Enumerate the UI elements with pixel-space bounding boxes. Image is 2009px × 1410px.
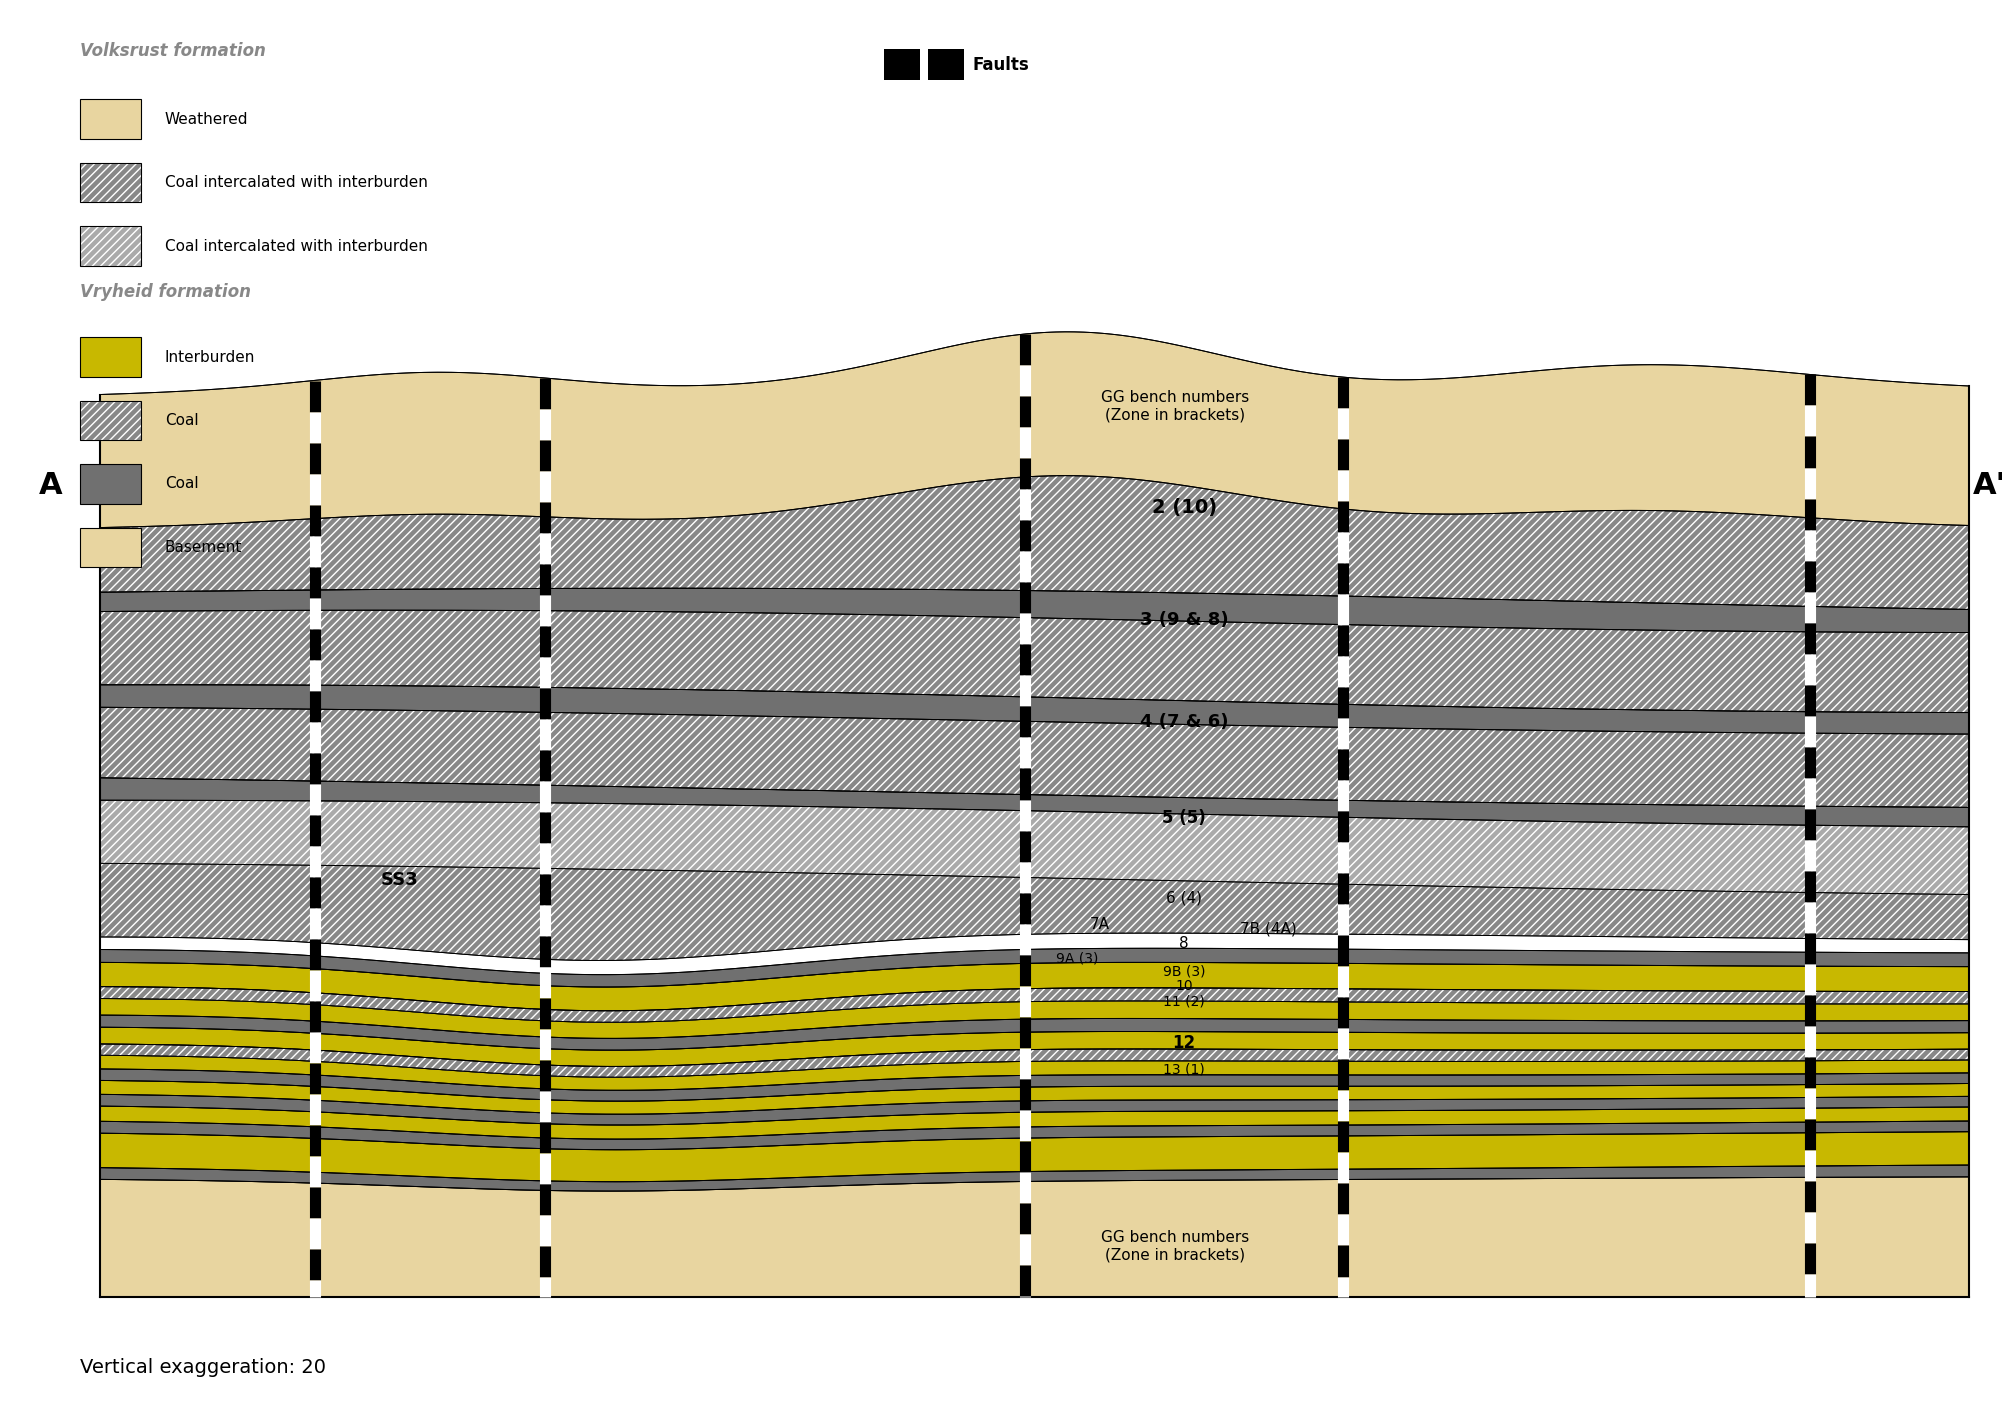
Polygon shape: [100, 963, 1969, 1011]
Text: 3 (9 & 8): 3 (9 & 8): [1139, 612, 1227, 629]
Text: 7B (4A): 7B (4A): [1240, 922, 1296, 938]
Text: Vertical exaggeration: 20: Vertical exaggeration: 20: [80, 1358, 325, 1378]
Polygon shape: [100, 949, 1969, 987]
Text: 9A (3): 9A (3): [1057, 952, 1099, 966]
Text: GG bench numbers
(Zone in brackets): GG bench numbers (Zone in brackets): [1101, 1231, 1250, 1262]
Text: 6 (4): 6 (4): [1165, 890, 1201, 905]
Polygon shape: [100, 685, 1969, 735]
Bar: [80, 99, 141, 138]
Text: Vryheid formation: Vryheid formation: [80, 283, 251, 302]
Text: A: A: [38, 471, 62, 499]
Bar: [80, 226, 141, 265]
Text: SS3: SS3: [380, 871, 418, 888]
Bar: [80, 400, 141, 440]
Polygon shape: [100, 1105, 1969, 1139]
Bar: [80, 337, 141, 376]
Text: Coal: Coal: [165, 477, 199, 492]
Polygon shape: [100, 863, 1969, 960]
Polygon shape: [100, 998, 1969, 1038]
Polygon shape: [100, 1015, 1969, 1050]
Bar: [80, 226, 141, 265]
Text: 9B (3): 9B (3): [1163, 964, 1205, 979]
Polygon shape: [100, 1055, 1969, 1090]
Text: A': A': [1973, 471, 2005, 499]
Text: Interburden: Interburden: [165, 350, 255, 365]
Polygon shape: [100, 331, 1969, 527]
Text: Coal intercalated with interburden: Coal intercalated with interburden: [165, 238, 428, 254]
Polygon shape: [100, 1177, 1969, 1297]
Text: Weathered: Weathered: [165, 111, 249, 127]
Bar: [80, 162, 141, 202]
Polygon shape: [100, 708, 1969, 808]
Polygon shape: [100, 1028, 1969, 1066]
Text: 2 (10): 2 (10): [1151, 498, 1217, 517]
Polygon shape: [100, 1132, 1969, 1182]
Text: 8: 8: [1179, 935, 1189, 950]
Text: 11 (2): 11 (2): [1163, 994, 1205, 1008]
Text: Coal intercalated with interburden: Coal intercalated with interburden: [165, 175, 428, 190]
Bar: [928, 49, 964, 80]
Polygon shape: [100, 1165, 1969, 1191]
Text: Volksrust formation: Volksrust formation: [80, 42, 267, 61]
Text: 13 (1): 13 (1): [1163, 1062, 1205, 1076]
Polygon shape: [100, 588, 1969, 633]
Text: Basement: Basement: [165, 540, 243, 556]
Text: Coal: Coal: [165, 413, 199, 429]
Polygon shape: [100, 1080, 1969, 1114]
Bar: [80, 162, 141, 202]
Polygon shape: [100, 1069, 1969, 1101]
Text: Faults: Faults: [972, 56, 1029, 73]
Polygon shape: [100, 778, 1969, 826]
Polygon shape: [100, 611, 1969, 712]
Polygon shape: [100, 801, 1969, 894]
Text: 5 (5): 5 (5): [1163, 809, 1205, 826]
Polygon shape: [100, 1043, 1969, 1077]
Bar: [80, 527, 141, 567]
Text: 7A: 7A: [1091, 918, 1111, 932]
Text: 12: 12: [1173, 1035, 1195, 1052]
Text: GG bench numbers
(Zone in brackets): GG bench numbers (Zone in brackets): [1101, 391, 1250, 422]
Bar: [80, 464, 141, 503]
Text: 4 (7 & 6): 4 (7 & 6): [1139, 713, 1227, 730]
Polygon shape: [100, 1121, 1969, 1149]
Text: 10: 10: [1175, 979, 1193, 993]
Polygon shape: [100, 987, 1969, 1022]
Polygon shape: [100, 475, 1969, 609]
Bar: [80, 400, 141, 440]
Bar: [884, 49, 920, 80]
Polygon shape: [100, 1094, 1969, 1125]
